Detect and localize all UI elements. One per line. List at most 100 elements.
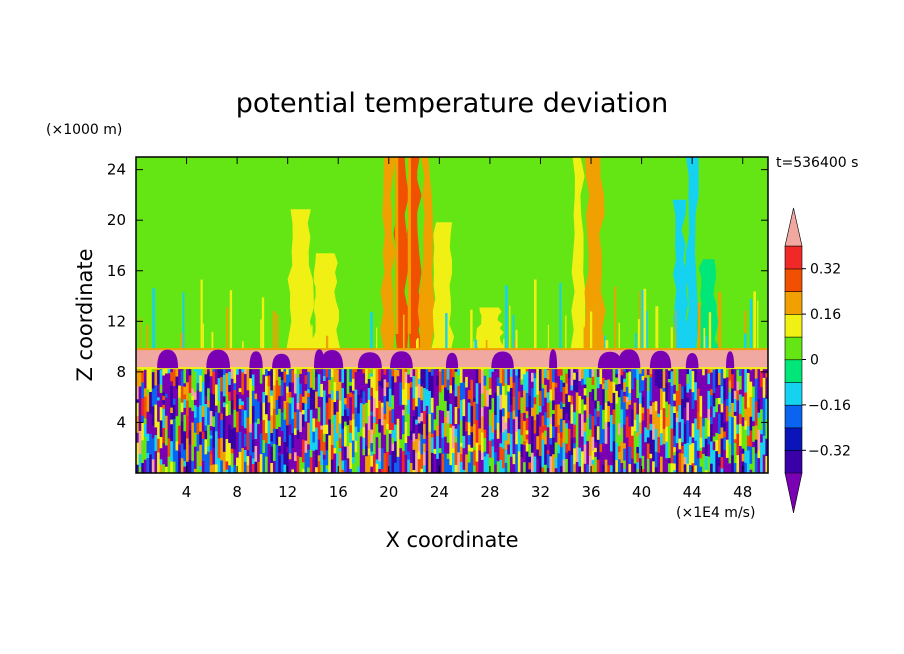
turbulence-cell bbox=[602, 388, 606, 410]
turbulence-cell bbox=[649, 393, 653, 401]
turbulence-cell bbox=[736, 389, 740, 401]
turbulence-cell bbox=[557, 403, 561, 425]
turbulence-cell bbox=[336, 369, 340, 391]
turbulence-cell bbox=[399, 455, 403, 473]
upper-filament bbox=[474, 339, 478, 350]
turbulence-cell bbox=[473, 368, 477, 384]
turbulence-cell bbox=[715, 368, 719, 381]
upper-filament bbox=[534, 279, 537, 350]
turbulence-cell bbox=[220, 426, 224, 438]
turbulence-cell bbox=[225, 394, 229, 399]
turbulence-cell bbox=[517, 368, 521, 378]
turbulence-cell bbox=[523, 412, 527, 421]
turbulence-cell bbox=[502, 368, 506, 387]
turbulence-cell bbox=[749, 463, 753, 470]
turbulence-cell bbox=[149, 368, 153, 371]
turbulence-cell bbox=[502, 448, 506, 469]
turbulence-cell bbox=[731, 368, 735, 375]
turbulence-cell bbox=[515, 368, 519, 376]
turbulence-cell bbox=[151, 429, 155, 439]
turbulence-cell bbox=[444, 368, 448, 388]
colorbar-extend-low bbox=[784, 472, 803, 514]
turbulence-cell bbox=[686, 373, 690, 384]
turbulence-cell bbox=[765, 372, 768, 378]
turbulence-cell bbox=[420, 434, 424, 455]
turbulence-cell bbox=[228, 384, 232, 392]
turbulence-cell bbox=[146, 457, 150, 473]
turbulence-cell bbox=[602, 464, 606, 473]
turbulence-cell bbox=[575, 371, 579, 393]
turbulence-cell bbox=[296, 386, 300, 403]
turbulence-cell bbox=[307, 392, 311, 398]
turbulence-cell bbox=[673, 435, 677, 448]
turbulence-cell bbox=[388, 433, 392, 455]
turbulence-cell bbox=[299, 383, 303, 394]
turbulence-cell bbox=[222, 402, 226, 408]
turbulence-cell bbox=[138, 453, 142, 467]
turbulence-cell bbox=[746, 407, 750, 427]
turbulence-cell bbox=[354, 451, 358, 473]
turbulence-cell bbox=[467, 450, 471, 463]
upper-filament bbox=[749, 298, 753, 350]
turbulence-cell bbox=[409, 368, 413, 378]
turbulence-cell bbox=[765, 438, 768, 457]
turbulence-cell bbox=[678, 383, 682, 391]
turbulence-cell bbox=[367, 454, 371, 473]
turbulence-cell bbox=[599, 404, 603, 423]
turbulence-cell bbox=[249, 432, 253, 456]
turbulence-cell bbox=[241, 409, 245, 426]
turbulence-cell bbox=[349, 396, 353, 421]
turbulence-cell bbox=[615, 424, 619, 443]
upper-filament bbox=[416, 339, 419, 350]
turbulence-cell bbox=[378, 385, 382, 401]
turbulence-cell bbox=[462, 435, 466, 449]
turbulence-cell bbox=[365, 445, 369, 457]
y-tick-label: 4 bbox=[116, 413, 126, 431]
turbulence-cell bbox=[607, 405, 611, 422]
turbulence-cell bbox=[267, 370, 271, 376]
turbulence-cell bbox=[578, 380, 582, 396]
turbulence-cell bbox=[625, 437, 629, 452]
turbulence-cell bbox=[359, 397, 363, 404]
turbulence-cell bbox=[565, 393, 569, 414]
turbulence-cell bbox=[662, 469, 666, 473]
turbulence-cell bbox=[765, 377, 768, 395]
turbulence-cell bbox=[149, 391, 153, 414]
turbulence-cell bbox=[378, 432, 382, 448]
turbulence-cell bbox=[317, 368, 321, 375]
turbulence-cell bbox=[452, 425, 456, 449]
turbulence-cell bbox=[452, 404, 456, 426]
turbulence-cell bbox=[420, 468, 424, 473]
turbulence-cell bbox=[528, 437, 532, 445]
turbulence-cell bbox=[346, 389, 350, 394]
turbulence-cell bbox=[136, 442, 140, 465]
turbulence-cell bbox=[154, 450, 158, 473]
turbulence-cell bbox=[454, 436, 458, 443]
turbulence-cell bbox=[391, 450, 395, 473]
turbulence-cell bbox=[449, 464, 453, 473]
turbulence-cell bbox=[446, 379, 450, 391]
turbulence-cell bbox=[257, 423, 261, 444]
turbulence-cell bbox=[736, 400, 740, 415]
turbulence-cell bbox=[702, 395, 706, 419]
turbulence-cell bbox=[225, 372, 229, 395]
turbulence-cell bbox=[191, 399, 195, 412]
turbulence-cell bbox=[288, 397, 292, 404]
turbulence-cell bbox=[136, 398, 140, 403]
turbulence-cell bbox=[557, 468, 561, 473]
turbulence-cell bbox=[222, 368, 226, 375]
turbulence-cell bbox=[367, 373, 371, 380]
turbulence-cell bbox=[496, 411, 500, 423]
upper-filament bbox=[200, 279, 203, 350]
turbulence-cell bbox=[257, 443, 261, 462]
turbulence-cell bbox=[670, 368, 674, 372]
turbulence-cell bbox=[359, 427, 363, 437]
turbulence-cell bbox=[209, 435, 213, 439]
turbulence-cell bbox=[164, 466, 168, 473]
upper-filament bbox=[565, 315, 567, 350]
turbulence-cell bbox=[602, 368, 606, 379]
turbulence-cell bbox=[660, 388, 664, 411]
turbulence-cell bbox=[675, 417, 679, 423]
turbulence-cell bbox=[654, 368, 658, 386]
turbulence-cell bbox=[660, 368, 664, 372]
